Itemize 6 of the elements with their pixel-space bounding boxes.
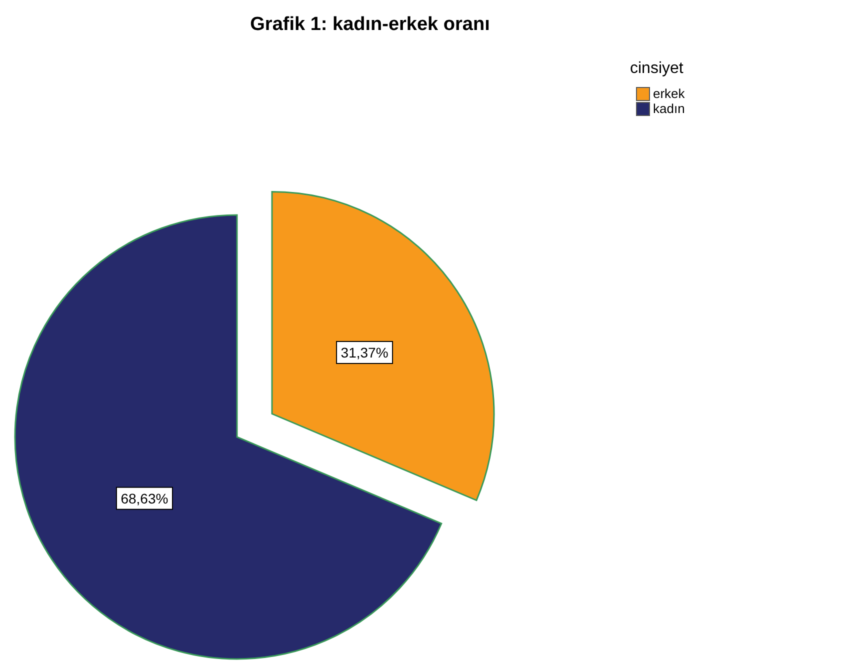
data-label: 68,63%	[120, 490, 168, 506]
chart-title: Grafik 1: kadın-erkek oranı	[249, 14, 491, 36]
legend-label: kadın	[653, 101, 685, 116]
data-label: 31,37%	[340, 344, 388, 360]
legend-label: erkek	[653, 86, 685, 101]
legend-title: cinsiyet	[630, 60, 684, 78]
